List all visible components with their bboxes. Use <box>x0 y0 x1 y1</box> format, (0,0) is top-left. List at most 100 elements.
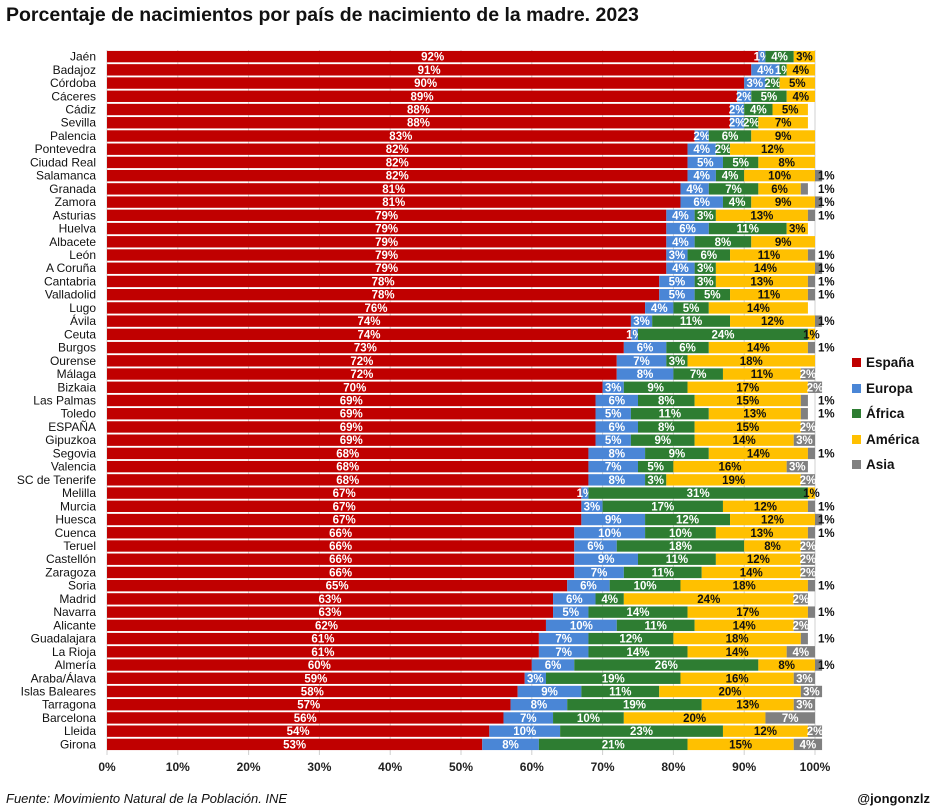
data-label: 12% <box>747 554 770 566</box>
bar-segment <box>800 368 815 380</box>
bar-segment <box>744 77 766 89</box>
bar-segment <box>666 474 801 486</box>
bar-segment <box>666 222 709 235</box>
category-label: Lleida <box>64 724 96 738</box>
data-label: 66% <box>329 554 352 566</box>
x-tick-label: 40% <box>378 760 402 774</box>
data-label: 5% <box>562 607 579 619</box>
bar-segment <box>807 275 815 288</box>
data-label: 7% <box>690 369 707 381</box>
data-label: 1% <box>818 343 835 355</box>
data-label: 4% <box>793 647 810 659</box>
bar-segment <box>793 50 815 63</box>
legend-label: Asia <box>866 457 895 473</box>
data-label: 79% <box>375 263 398 275</box>
bar-segment <box>815 659 823 671</box>
category-label: Alicante <box>53 618 96 632</box>
bar-segment <box>680 579 808 592</box>
bar-segment <box>645 513 731 526</box>
bar-segment <box>107 183 681 195</box>
bar-segment <box>638 460 674 473</box>
bar-segment <box>560 725 723 737</box>
data-label: 19% <box>623 700 646 712</box>
data-label: 1% <box>818 171 835 183</box>
data-label: 12% <box>676 515 699 527</box>
data-label: 89% <box>411 91 434 103</box>
data-label: 5% <box>782 105 799 117</box>
data-label: 4% <box>793 65 810 77</box>
data-label: 10% <box>768 171 791 183</box>
legend-item: Asia <box>852 452 919 478</box>
bar-segment <box>708 302 808 314</box>
bar-segment <box>666 262 695 274</box>
legend-label: América <box>866 431 920 447</box>
bar-segment <box>107 646 539 658</box>
data-label: 67% <box>333 488 356 500</box>
bar-segment <box>630 328 638 341</box>
data-label: 1% <box>803 488 820 500</box>
bar-segment <box>800 408 808 420</box>
bar-segment <box>107 659 532 671</box>
bar-segment <box>701 699 794 711</box>
data-label: 3% <box>697 263 714 275</box>
data-label: 6% <box>771 184 788 196</box>
data-label: 1% <box>818 290 835 302</box>
bar-segment <box>107 103 731 116</box>
bar-segment <box>107 408 596 420</box>
category-label: Cantabria <box>44 274 96 288</box>
data-label: 12% <box>761 144 784 156</box>
category-label: Ceuta <box>64 327 96 341</box>
data-label: 2% <box>807 726 824 738</box>
data-label: 4% <box>757 65 774 77</box>
data-label: 6% <box>587 541 604 553</box>
data-label: 9% <box>598 554 615 566</box>
category-label: Madrid <box>59 592 96 606</box>
data-label: 3% <box>796 52 813 64</box>
bar-segment <box>800 421 815 433</box>
category-label: Ávila <box>70 313 96 328</box>
bar-segment <box>588 606 688 618</box>
data-label: 1% <box>818 316 835 328</box>
category-label: Melilla <box>62 486 96 500</box>
data-label: 1% <box>818 660 835 672</box>
bar-segment <box>581 487 589 499</box>
bar-segment <box>807 606 815 618</box>
data-label: 8% <box>608 475 625 487</box>
data-label: 3% <box>796 700 813 712</box>
bar-segment <box>793 672 815 684</box>
data-label: 17% <box>736 382 759 394</box>
bar-segment <box>107 209 667 222</box>
bar-segment <box>623 566 702 579</box>
data-label: 61% <box>311 634 334 646</box>
data-label: 8% <box>531 700 548 712</box>
bar-segment <box>730 289 808 301</box>
bar-segment <box>638 394 695 407</box>
bar-segment <box>630 315 653 327</box>
category-label: Asturias <box>53 208 96 222</box>
data-label: 14% <box>747 343 770 355</box>
data-label: 8% <box>778 157 795 169</box>
category-label: Soria <box>68 579 96 593</box>
data-label: 92% <box>421 52 444 64</box>
bar-segment <box>107 368 617 380</box>
bar-segment <box>800 394 808 407</box>
data-label: 66% <box>329 541 352 553</box>
data-label: 6% <box>679 343 696 355</box>
bar-segment <box>715 143 731 155</box>
x-tick-label: 20% <box>237 760 261 774</box>
category-label: Ciudad Real <box>30 155 96 169</box>
data-label: 63% <box>319 607 342 619</box>
data-label: 82% <box>386 157 409 169</box>
category-label: Lugo <box>69 301 96 315</box>
category-label: Araba/Álava <box>31 670 97 685</box>
data-label: 11% <box>652 567 674 579</box>
data-label: 3% <box>527 673 544 685</box>
data-label: 20% <box>719 686 742 698</box>
x-tick-label: 60% <box>520 760 544 774</box>
data-label: 74% <box>357 316 380 328</box>
data-label: 13% <box>750 210 773 222</box>
data-label: 5% <box>647 462 664 474</box>
category-label: Granada <box>49 182 96 196</box>
bar-segment <box>531 659 575 671</box>
bar-segment <box>708 222 787 235</box>
